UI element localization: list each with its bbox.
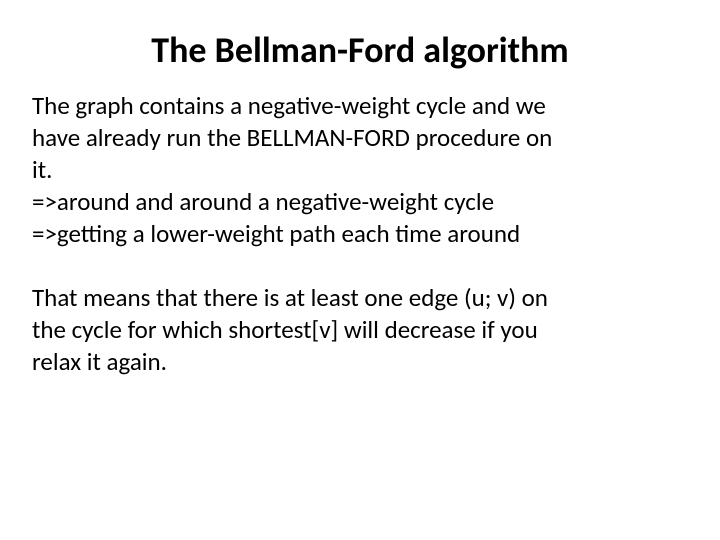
bullet-line: =>getting a lower-weight path each time … [32,218,688,250]
text-line: That means that there is at least one ed… [32,282,688,314]
text-line: the cycle for which shortest[v] will dec… [32,314,688,346]
bullet-line: =>around and around a negative-weight cy… [32,186,688,218]
slide-title: The Bellman-Ford algorithm [32,28,688,72]
text-line: have already run the BELLMAN-FORD proced… [32,122,688,154]
text-line: relax it again. [32,346,688,378]
slide-body: The graph contains a negative-weight cyc… [32,90,688,378]
text-line: it. [32,154,688,186]
spacer [32,250,688,282]
paragraph-2: That means that there is at least one ed… [32,282,688,378]
text-line: The graph contains a negative-weight cyc… [32,90,688,122]
paragraph-1: The graph contains a negative-weight cyc… [32,90,688,186]
